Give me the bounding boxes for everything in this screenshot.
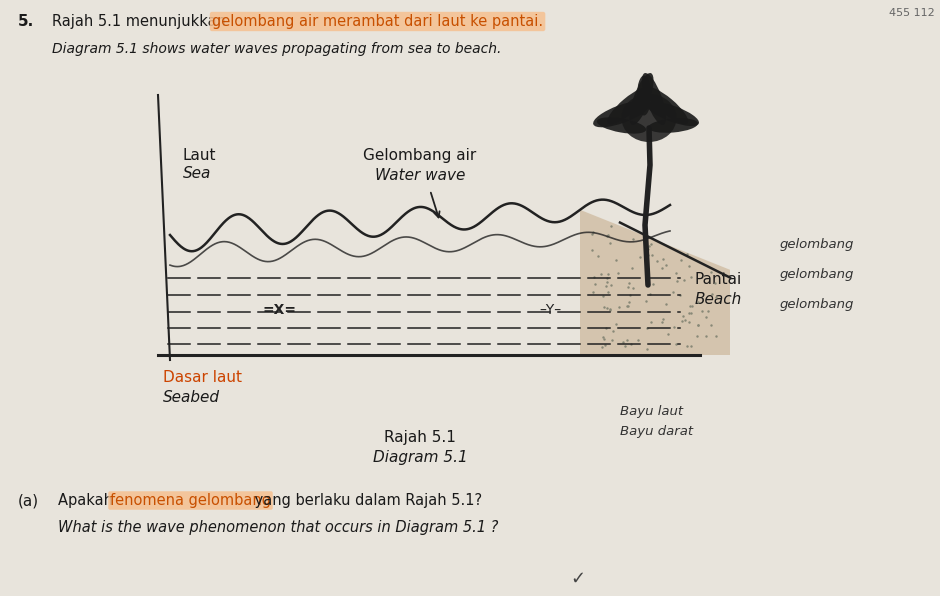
Text: Bayu darat: Bayu darat [620, 425, 693, 438]
Text: Seabed: Seabed [163, 390, 220, 405]
Ellipse shape [648, 118, 697, 133]
Ellipse shape [593, 101, 650, 128]
Text: gelombang air merambat dari laut ke pantai.: gelombang air merambat dari laut ke pant… [212, 14, 543, 29]
Ellipse shape [630, 73, 653, 125]
Ellipse shape [647, 102, 699, 126]
Text: Rajah 5.1 menunjukkan: Rajah 5.1 menunjukkan [52, 14, 230, 29]
Text: (a): (a) [18, 493, 39, 508]
Text: Water wave: Water wave [375, 168, 465, 183]
Text: 455 112: 455 112 [889, 8, 935, 18]
Text: Beach: Beach [695, 292, 743, 307]
Text: Apakah: Apakah [58, 493, 118, 508]
Text: What is the wave phenomenon that occurs in Diagram 5.1 ?: What is the wave phenomenon that occurs … [58, 520, 498, 535]
Text: Diagram 5.1 shows water waves propagating from sea to beach.: Diagram 5.1 shows water waves propagatin… [52, 42, 501, 56]
Ellipse shape [645, 87, 688, 124]
Text: yang berlaku dalam Rajah 5.1?: yang berlaku dalam Rajah 5.1? [250, 493, 482, 508]
Ellipse shape [597, 117, 646, 134]
Text: Dasar laut: Dasar laut [163, 370, 242, 385]
Text: gelombang: gelombang [780, 268, 854, 281]
Text: =X=: =X= [263, 303, 297, 317]
Ellipse shape [621, 94, 677, 142]
Polygon shape [580, 210, 730, 355]
Text: Laut: Laut [183, 148, 216, 163]
Text: 5.: 5. [18, 14, 34, 29]
Text: Pantai: Pantai [695, 272, 743, 287]
Text: ✓: ✓ [570, 570, 585, 588]
Text: gelombang: gelombang [780, 298, 854, 311]
Text: Bayu laut: Bayu laut [620, 405, 683, 418]
Text: gelombang: gelombang [780, 238, 854, 251]
Text: Rajah 5.1: Rajah 5.1 [384, 430, 456, 445]
Text: –Y–: –Y– [539, 303, 561, 317]
Text: fenomena gelombang: fenomena gelombang [110, 493, 271, 508]
Text: Diagram 5.1: Diagram 5.1 [372, 450, 467, 465]
Ellipse shape [637, 76, 651, 116]
Ellipse shape [607, 87, 650, 124]
Text: Gelombang air: Gelombang air [364, 148, 477, 163]
Ellipse shape [642, 73, 666, 125]
Text: Sea: Sea [183, 166, 212, 181]
